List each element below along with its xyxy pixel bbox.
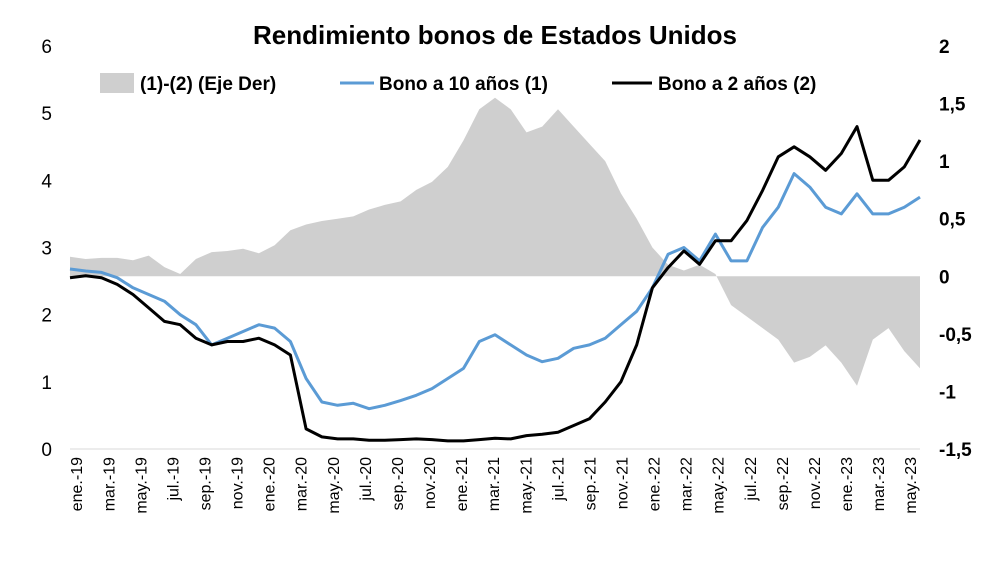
x-tick-label: may.-20 [326,457,343,514]
x-tick-label: jul.-19 [165,457,182,502]
legend: (1)-(2) (Eje Der) Bono a 10 años (1) Bon… [100,73,816,95]
y-right-tick-label: 0 [939,267,950,288]
x-tick-label: sep.-21 [582,457,599,510]
y-right-tick-label: -1,5 [939,440,972,461]
x-tick-label: ene.-22 [647,457,664,511]
y-left-tick-label: 6 [41,37,52,58]
x-axis: ene.-19 mar.-19 may.-19 jul.-19 sep.-19 nov.-… [69,448,920,514]
plot-area [69,97,922,443]
series-line-two-year [69,125,922,443]
x-tick-label: nov.-22 [807,457,824,509]
x-tick-label: may.-23 [903,457,920,514]
x-tick-label: may.-19 [133,457,150,514]
x-tick-label: mar.-23 [871,457,888,511]
x-tick-label: sep.-22 [775,457,792,510]
x-tick-label: jul.-22 [743,457,760,502]
y-right-tick-label: 1,5 [939,95,966,116]
x-tick-label: sep.-20 [390,457,407,510]
x-tick-label: jul.-20 [358,457,375,502]
y-right-tick-label: 0,5 [939,210,966,231]
y-left-tick-label: 2 [41,306,52,327]
y-left-tick-label: 3 [41,239,52,260]
legend-label-two-year: Bono a 2 años (2) [658,74,816,95]
x-tick-label: mar.-20 [294,457,311,511]
x-tick-label: ene.-21 [454,457,471,511]
x-tick-label: jul.-21 [550,457,567,502]
y-left-tick-label: 0 [41,440,52,461]
y-axis-left: 0 1 2 3 4 5 6 [41,37,52,461]
x-tick-label: may.-21 [518,457,535,514]
x-tick-label: may.-22 [711,457,728,514]
x-tick-label: ene.-20 [262,457,279,511]
x-tick-label: ene.-23 [839,457,856,511]
y-left-tick-label: 4 [41,171,52,192]
x-tick-label: sep.-19 [198,457,215,510]
y-right-tick-label: -1 [939,382,956,403]
legend-label-ten-year: Bono a 10 años (1) [379,74,548,95]
series-area-spread [70,97,920,386]
x-tick-label: nov.-20 [422,457,439,509]
legend-label-spread: (1)-(2) (Eje Der) [140,74,276,95]
y-right-tick-label: 1 [939,152,950,173]
chart-title: Rendimiento bonos de Estados Unidos [253,20,737,50]
y-axis-right: -1,5 -1 -0,5 0 0,5 1 1,5 2 [939,37,972,461]
x-tick-label: ene.-19 [69,457,86,511]
y-left-tick-label: 1 [41,373,52,394]
legend-swatch-spread [100,73,134,93]
y-right-tick-label: 2 [939,37,950,58]
x-tick-label: mar.-19 [101,457,118,511]
y-right-tick-label: -0,5 [939,325,972,346]
x-tick-label: nov.-19 [230,457,247,509]
y-left-tick-label: 5 [41,104,52,125]
x-tick-label: mar.-21 [486,457,503,511]
x-tick-label: nov.-21 [615,457,632,509]
x-tick-label: mar.-22 [679,457,696,511]
